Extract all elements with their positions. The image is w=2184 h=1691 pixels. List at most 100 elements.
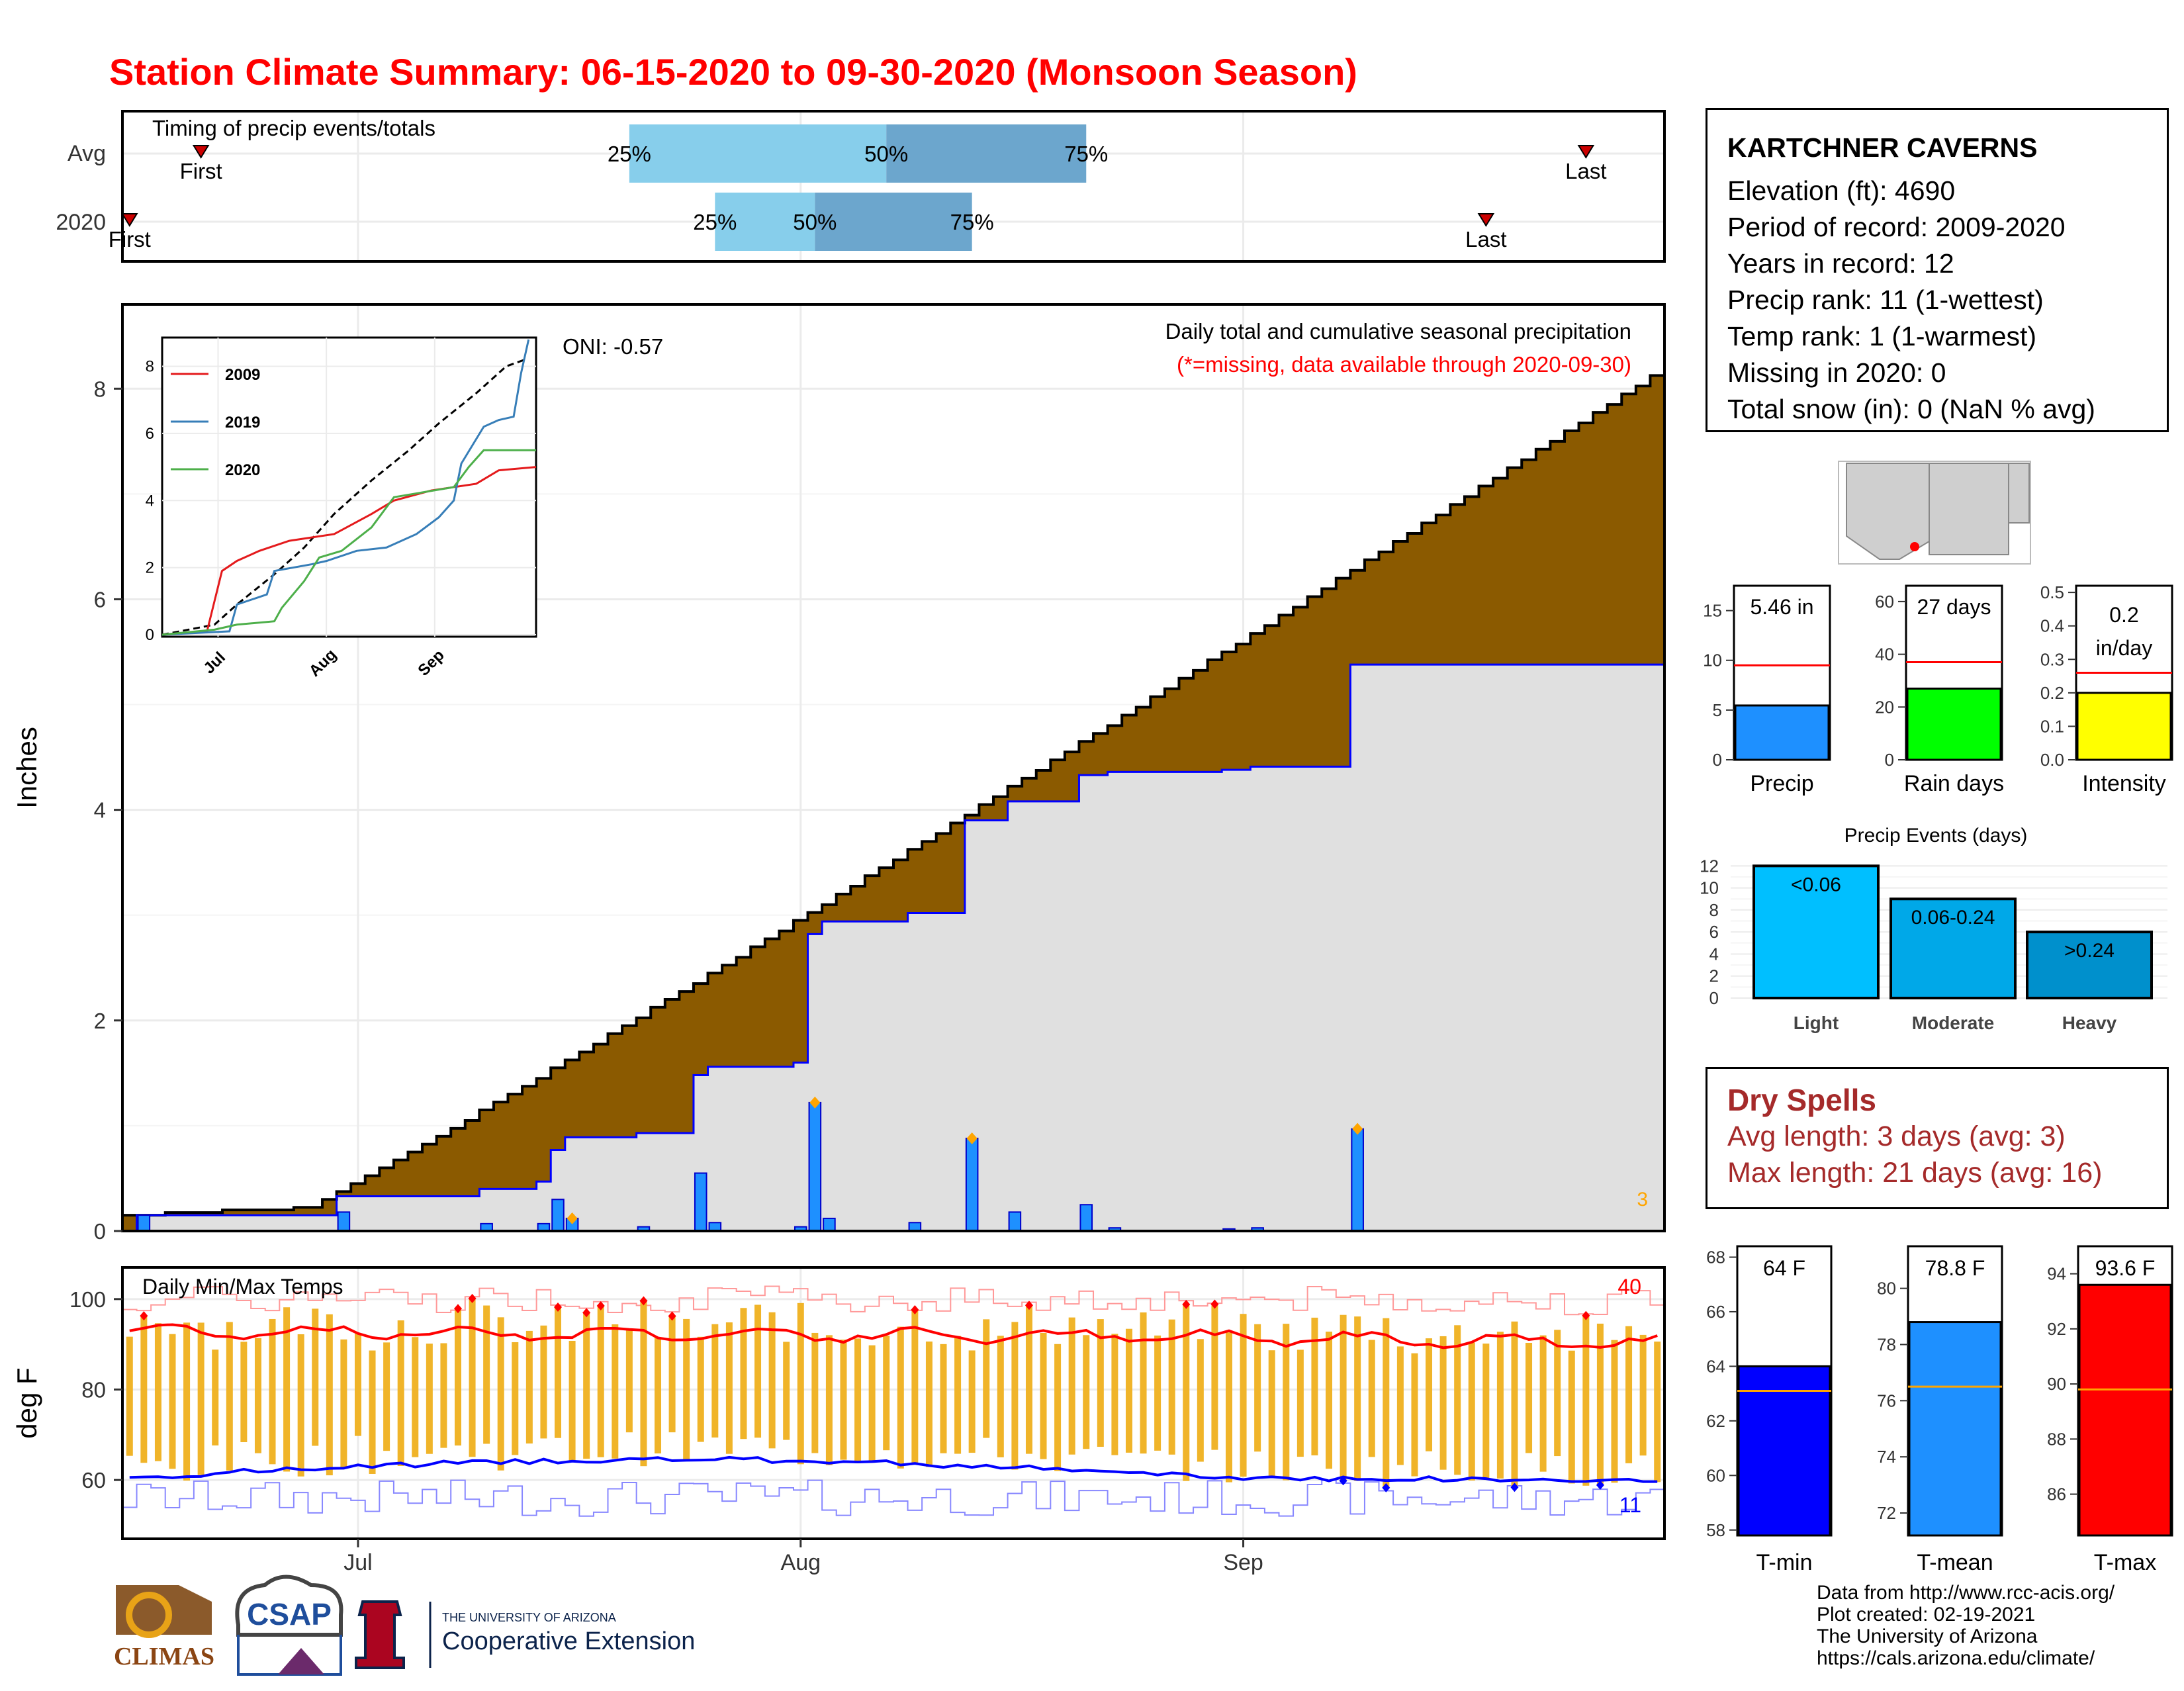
station-snow: Total snow (in): 0 (NaN % avg) <box>1727 394 2095 424</box>
summary-value-label: 0.2 <box>2109 603 2138 627</box>
timing-first-marker <box>192 145 210 159</box>
avg-min-line <box>129 1455 1658 1483</box>
record-high-marker <box>140 1311 148 1321</box>
record-high-marker <box>453 1304 462 1314</box>
precip-ytick-label: 6 <box>94 587 106 612</box>
csap-mountain <box>278 1648 324 1674</box>
summary-bar-label: Intensity <box>2082 771 2166 796</box>
events-ytick-label: 12 <box>1700 856 1719 876</box>
credits: Data from http://www.rcc-acis.org/ Plot … <box>1817 1582 2115 1669</box>
timing-q50-label: 50% <box>864 142 908 166</box>
timing-last-marker <box>1477 213 1495 227</box>
daily-temp-bar <box>540 1325 547 1439</box>
daily-precip-bar <box>551 1199 565 1232</box>
daily-temp-bar <box>340 1339 347 1469</box>
temp-summary-fill <box>1737 1365 1831 1537</box>
daily-temp-bar <box>1354 1316 1361 1481</box>
daily-temp-bar <box>1654 1342 1661 1483</box>
dry-spells-max: Max length: 21 days (avg: 16) <box>1727 1157 2103 1189</box>
daily-temp-bar <box>1097 1319 1104 1447</box>
credit-plot-created: Plot created: 02-19-2021 <box>1817 1604 2036 1625</box>
daily-temp-bar <box>1511 1321 1518 1488</box>
events-ytick-label: 4 <box>1709 944 1719 964</box>
temp-summary-ytick-label: 94 <box>2047 1264 2066 1284</box>
precip-panel: 0 2 4 6 8 Inches ONI: -0.57 Daily total and … <box>11 303 1666 1244</box>
temp-summary-ytick-label: 72 <box>1877 1503 1896 1523</box>
precip-ylabel: Inches <box>11 727 42 809</box>
daily-temp-bar <box>668 1316 676 1433</box>
daily-temp-bar <box>1482 1344 1490 1480</box>
station-info-box: KARTCHNER CAVERNS Elevation (ft): 4690 P… <box>1706 108 2169 432</box>
daily-temp-bar <box>326 1314 333 1476</box>
daily-temp-bar <box>197 1322 205 1475</box>
events-bar <box>1752 864 1880 999</box>
daily-precip-bar <box>137 1214 151 1232</box>
inset-legend-label: 2020 <box>225 461 260 479</box>
temp-ylabel: deg F <box>11 1367 42 1438</box>
events-ytick-label: 6 <box>1709 922 1719 942</box>
temp-summary-ytick-label: 90 <box>2047 1374 2066 1394</box>
daily-temp-bar <box>1411 1353 1418 1477</box>
events-bar-label: 0.06-0.24 <box>1911 907 1995 929</box>
daily-temp-bar <box>1140 1312 1147 1454</box>
temp-summary-ytick-label: 64 <box>1706 1356 1725 1376</box>
events-ytick-label: 0 <box>1709 988 1719 1008</box>
timing-q50-q75-bar <box>886 124 1087 183</box>
daily-temp-bar <box>397 1320 404 1466</box>
temp-summary-ytick-label: 88 <box>2047 1429 2066 1449</box>
daily-precip-bar <box>1008 1211 1022 1232</box>
inset-legend-label: 2009 <box>225 366 260 384</box>
daily-temp-bar <box>269 1318 276 1465</box>
daily-temp-bar <box>555 1307 562 1438</box>
daily-temp-bar <box>1283 1324 1290 1481</box>
record-max-line <box>122 1285 1664 1316</box>
cumulative-2020-line <box>122 663 1664 1232</box>
record-min-line <box>122 1479 1664 1517</box>
daily-temp-bar <box>1426 1338 1433 1451</box>
record-low-marker <box>1510 1483 1519 1492</box>
timing-row-2020-label: 2020 <box>56 210 106 235</box>
events-category-label: Light <box>1794 1013 1839 1033</box>
csap-logo: CSAP <box>235 1575 343 1676</box>
daily-temp-bar <box>1211 1304 1218 1450</box>
summary-ytick-label: 0 <box>1885 750 1894 770</box>
summary-ytick-label: 5 <box>1713 700 1722 720</box>
precip-corner-count: 3 <box>1637 1189 1648 1211</box>
event-marker <box>1352 1122 1363 1135</box>
daily-temp-bar <box>854 1338 862 1463</box>
summary-ytick-label: 0 <box>1713 750 1722 770</box>
temp-summary-ytick-label: 58 <box>1706 1520 1725 1540</box>
daily-temp-bar <box>840 1340 847 1460</box>
summary-bar-fill <box>1734 704 1830 761</box>
daily-temp-bar <box>797 1303 804 1465</box>
station-years: Years in record: 12 <box>1727 248 1954 279</box>
climas-text: CLIMAS <box>114 1643 214 1670</box>
events-bar-label: <0.06 <box>1791 874 1841 895</box>
inset-2009-line <box>161 466 537 636</box>
timing-last-marker <box>1577 145 1595 159</box>
summary-ytick-label: 20 <box>1875 697 1894 717</box>
daily-temp-bar <box>454 1308 461 1446</box>
temp-label: Daily Min/Max Temps <box>142 1275 343 1299</box>
daily-temp-bar <box>683 1318 690 1460</box>
daily-temp-bar <box>725 1322 733 1454</box>
daily-temp-bar <box>1268 1350 1275 1477</box>
summary-bar-label: Rain days <box>1904 771 2004 796</box>
daily-temp-bar <box>154 1323 161 1461</box>
daily-temp-bar <box>512 1342 519 1455</box>
daily-temp-bar <box>569 1340 576 1463</box>
timing-panel: 25% 50% 75% First Last 25% 50% 75% First Last Tim… <box>56 110 1666 263</box>
missing-note: (*=missing, data available through 2020-… <box>1177 352 1631 377</box>
timing-first-label: First <box>109 227 151 251</box>
daily-precip-bar <box>808 1101 822 1232</box>
daily-temp-bar <box>625 1328 633 1433</box>
events-title: Precip Events (days) <box>1844 825 2028 846</box>
credit-url: https://cals.arizona.edu/climate/ <box>1817 1647 2095 1669</box>
summary-ytick-label: 10 <box>1703 651 1722 670</box>
daily-temp-bar <box>1240 1314 1247 1477</box>
daily-temp-bar <box>183 1322 191 1481</box>
daily-temp-bar <box>911 1309 919 1465</box>
daily-temp-bar <box>940 1344 947 1453</box>
daily-temp-bar <box>1554 1330 1561 1457</box>
